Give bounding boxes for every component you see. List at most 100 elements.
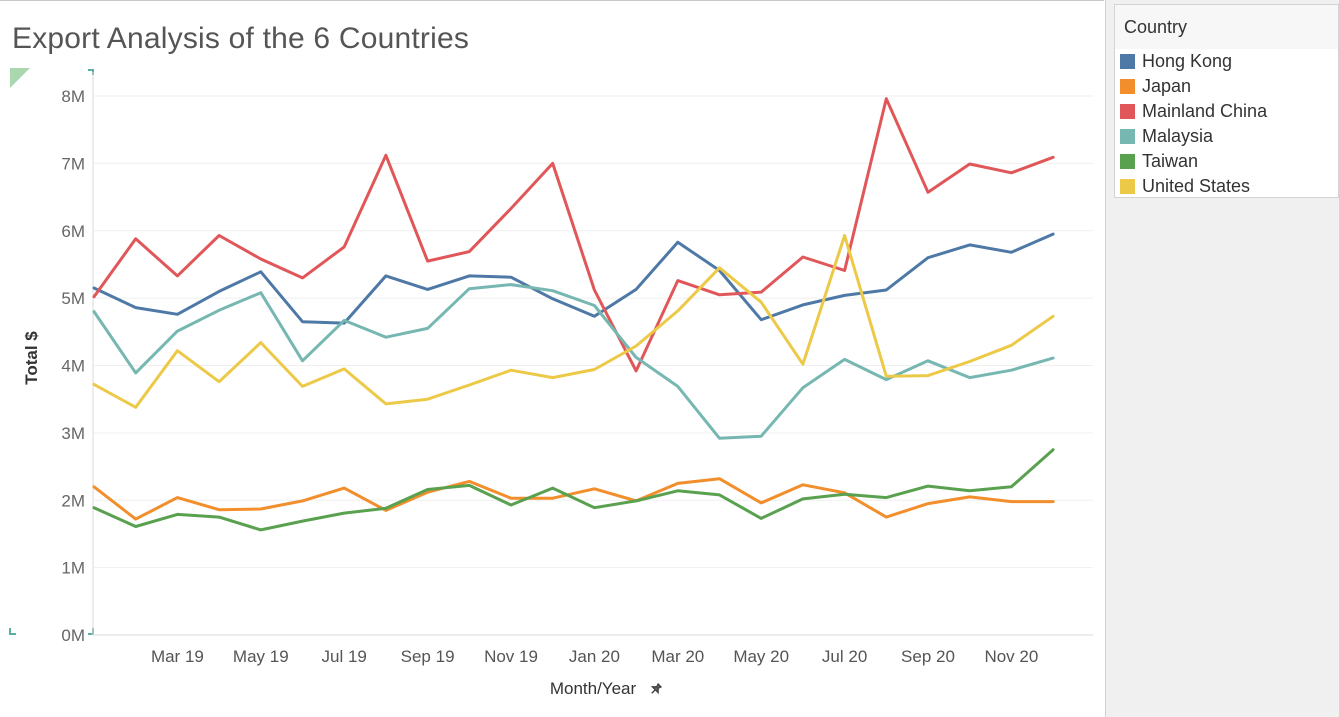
data-point[interactable]: [301, 385, 304, 388]
data-point[interactable]: [968, 162, 971, 166]
legend-item[interactable]: Mainland China: [1115, 99, 1338, 124]
data-point[interactable]: [509, 369, 513, 372]
data-point[interactable]: [926, 359, 930, 362]
data-point[interactable]: [1051, 500, 1055, 503]
data-point[interactable]: [718, 493, 721, 497]
data-point[interactable]: [676, 482, 679, 485]
data-point[interactable]: [676, 489, 679, 492]
data-point[interactable]: [1051, 232, 1055, 236]
data-point[interactable]: [843, 358, 846, 361]
data-point[interactable]: [718, 477, 721, 480]
data-point[interactable]: [885, 288, 888, 292]
data-point[interactable]: [134, 525, 137, 528]
data-point[interactable]: [551, 486, 554, 490]
data-point[interactable]: [426, 491, 429, 494]
data-point[interactable]: [1010, 344, 1013, 347]
legend-item[interactable]: Hong Kong: [1115, 49, 1338, 74]
data-point[interactable]: [384, 402, 388, 406]
data-point[interactable]: [676, 279, 679, 282]
data-point[interactable]: [801, 386, 805, 389]
data-point[interactable]: [968, 489, 971, 492]
data-point[interactable]: [384, 274, 388, 278]
data-point[interactable]: [259, 257, 262, 261]
data-point[interactable]: [801, 363, 805, 366]
legend-item[interactable]: United States: [1115, 174, 1338, 199]
data-point[interactable]: [843, 493, 846, 496]
data-point[interactable]: [593, 315, 596, 318]
data-point[interactable]: [885, 515, 888, 519]
data-point[interactable]: [760, 501, 763, 505]
pin-icon[interactable]: [649, 682, 663, 696]
data-point[interactable]: [760, 318, 763, 321]
data-point[interactable]: [134, 237, 137, 240]
data-point[interactable]: [718, 437, 721, 440]
data-point[interactable]: [176, 274, 179, 278]
data-point[interactable]: [259, 341, 262, 344]
data-point[interactable]: [551, 497, 554, 500]
data-point[interactable]: [134, 306, 137, 309]
data-point[interactable]: [1010, 369, 1013, 372]
data-point[interactable]: [176, 313, 179, 316]
data-point[interactable]: [718, 293, 721, 296]
data-point[interactable]: [509, 497, 513, 500]
data-point[interactable]: [384, 507, 388, 510]
data-point[interactable]: [968, 495, 971, 499]
data-point[interactable]: [217, 515, 221, 519]
data-point[interactable]: [343, 486, 346, 490]
data-point[interactable]: [426, 398, 429, 401]
data-point[interactable]: [426, 259, 429, 263]
data-point[interactable]: [176, 329, 179, 333]
data-point[interactable]: [1010, 485, 1013, 488]
data-point[interactable]: [551, 297, 554, 300]
data-point[interactable]: [217, 290, 221, 293]
data-point[interactable]: [593, 288, 596, 292]
data-point[interactable]: [634, 369, 638, 373]
data-point[interactable]: [92, 383, 96, 386]
data-point[interactable]: [384, 154, 388, 157]
data-point[interactable]: [259, 528, 262, 532]
data-point[interactable]: [593, 368, 596, 371]
data-point[interactable]: [468, 250, 471, 253]
data-point[interactable]: [92, 485, 96, 488]
data-point[interactable]: [468, 484, 471, 487]
data-point[interactable]: [843, 294, 846, 297]
data-point[interactable]: [926, 256, 930, 259]
data-point[interactable]: [634, 288, 638, 291]
data-point[interactable]: [426, 288, 429, 291]
data-point[interactable]: [843, 269, 846, 272]
legend-item[interactable]: Malaysia: [1115, 124, 1338, 149]
data-point[interactable]: [259, 270, 262, 273]
data-point[interactable]: [634, 344, 638, 348]
data-point[interactable]: [593, 487, 596, 490]
data-point[interactable]: [593, 304, 596, 307]
data-point[interactable]: [468, 287, 471, 290]
series-line-taiwan[interactable]: [92, 448, 1055, 532]
data-point[interactable]: [801, 303, 805, 307]
data-point[interactable]: [676, 385, 679, 388]
data-point[interactable]: [801, 497, 805, 501]
data-point[interactable]: [134, 406, 137, 409]
data-point[interactable]: [301, 320, 304, 323]
data-point[interactable]: [801, 255, 805, 259]
data-point[interactable]: [343, 511, 346, 515]
data-point[interactable]: [843, 234, 846, 237]
data-point[interactable]: [801, 483, 805, 486]
data-point[interactable]: [760, 301, 763, 304]
data-point[interactable]: [343, 367, 346, 371]
data-point[interactable]: [1051, 315, 1055, 318]
data-point[interactable]: [1051, 156, 1055, 159]
data-point[interactable]: [760, 517, 763, 520]
data-point[interactable]: [301, 499, 304, 503]
data-point[interactable]: [885, 496, 888, 499]
data-point[interactable]: [551, 162, 554, 165]
data-point[interactable]: [217, 380, 221, 383]
data-point[interactable]: [176, 513, 179, 516]
data-point[interactable]: [259, 291, 262, 294]
data-point[interactable]: [468, 274, 471, 278]
data-point[interactable]: [468, 480, 471, 483]
series-line-mainland-china[interactable]: [92, 97, 1055, 373]
data-point[interactable]: [760, 290, 763, 294]
data-point[interactable]: [509, 207, 513, 210]
data-point[interactable]: [343, 319, 346, 322]
data-point[interactable]: [1010, 251, 1013, 254]
